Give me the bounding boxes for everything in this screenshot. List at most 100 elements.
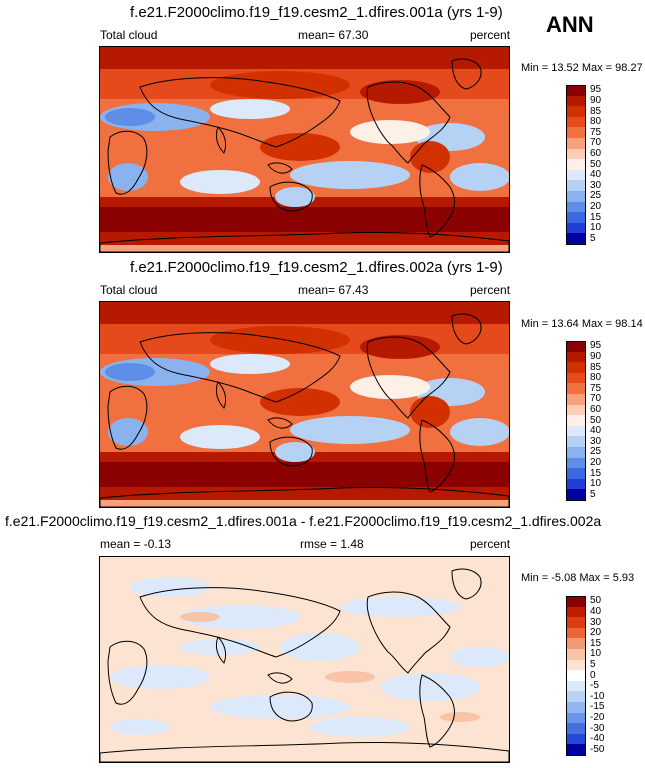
- colorbar-tick-label: 15: [590, 211, 602, 223]
- panel2-field: [100, 302, 509, 507]
- pacific-subtropic-north: [350, 120, 430, 144]
- coastline-0: [366, 336, 451, 419]
- diff-negative-region-5: [210, 695, 350, 719]
- coastline-1: [419, 419, 455, 493]
- colorbar-tick-label: 95: [590, 340, 602, 352]
- panel2-units-label: percent: [470, 283, 511, 297]
- diff-negative-region-3: [340, 597, 460, 617]
- colorbar-cell: [566, 617, 586, 628]
- arctic-band: [100, 47, 509, 69]
- colorbar-tick-label: 20: [590, 456, 602, 468]
- colorbar-cell: [566, 191, 586, 202]
- coastline-2: [451, 313, 482, 345]
- mideast-low-cloud: [210, 99, 290, 119]
- southern-ocean-core: [100, 207, 509, 232]
- siberia-high: [210, 326, 350, 354]
- sahara-core: [105, 108, 155, 126]
- colorbar-tick-label: 25: [590, 446, 602, 458]
- colorbar-tick-label: 90: [590, 94, 602, 106]
- colorbar-tick-label: 30: [590, 179, 602, 191]
- colorbar-tick-label: 85: [590, 105, 602, 117]
- diff-negative-region-10: [450, 647, 509, 667]
- panel1-field: [100, 47, 509, 252]
- colorbar-cell: [566, 489, 586, 501]
- coastline-0: [366, 81, 451, 164]
- south-pacific-subtropic: [290, 161, 410, 189]
- panel3-map: [99, 556, 510, 763]
- colorbar-cell: [566, 606, 586, 618]
- colorbar-tick-label: 10: [590, 478, 602, 490]
- colorbar-cell: [566, 712, 586, 724]
- coastline-4: [139, 77, 341, 148]
- colorbar-tick-label: 10: [590, 222, 602, 234]
- australia-low: [275, 442, 315, 462]
- panel3-minmax: Min = -5.08 Max = 5.93: [521, 572, 635, 584]
- coastline-6: [267, 162, 293, 174]
- colorbar-cell: [566, 404, 586, 416]
- colorbar-cell: [566, 733, 586, 745]
- colorbar-tick-label: 80: [590, 116, 602, 128]
- pacific-subtropic-north: [350, 375, 430, 399]
- colorbar-cell: [566, 116, 586, 128]
- south-pacific-subtropic: [290, 416, 410, 444]
- diff-negative-region-9: [180, 639, 260, 655]
- colorbar-tick-label: 15: [590, 467, 602, 479]
- diff-negative-region-4: [110, 665, 210, 689]
- panel1-map: [99, 46, 510, 253]
- diff-negative-region-7: [310, 717, 410, 737]
- maritime-continent-high: [260, 388, 340, 416]
- arctic-band: [100, 302, 509, 324]
- colorbar-cell: [566, 85, 586, 97]
- colorbar-tick-label: 85: [590, 361, 602, 373]
- colorbar-cell: [566, 201, 586, 213]
- colorbar-tick-label: 95: [590, 84, 602, 96]
- colorbar-tick-label: -15: [590, 701, 605, 713]
- coastline-1: [419, 164, 455, 238]
- colorbar-tick-label: 60: [590, 147, 602, 159]
- panel2-variable-label: Total cloud: [100, 283, 158, 297]
- panel3-rmse-label: rmse = 1.48: [300, 537, 364, 551]
- indian-ocean-subtropic: [180, 425, 260, 449]
- colorbar-cell: [566, 425, 586, 437]
- coastline-1: [419, 674, 455, 748]
- colorbar-cell: [566, 148, 586, 160]
- colorbar-cell: [566, 659, 586, 671]
- antarctic-band: [100, 500, 509, 507]
- coastline-5: [215, 126, 227, 154]
- colorbar-tick-label: 0: [590, 669, 596, 681]
- colorbar-tick-label: 70: [590, 393, 602, 405]
- colorbar-cell: [566, 702, 586, 713]
- amazon-high: [410, 141, 450, 173]
- colorbar-tick-label: 50: [590, 158, 602, 170]
- colorbar-cell: [566, 478, 586, 490]
- colorbar-cell: [566, 341, 586, 353]
- diff-negative-region-2: [280, 633, 360, 661]
- south-atlantic-subtropic: [450, 418, 509, 446]
- coastline-8: [100, 741, 509, 762]
- coastline-6: [267, 672, 293, 684]
- coastline-3: [107, 640, 148, 705]
- coastline-3: [107, 385, 148, 450]
- season-label: ANN: [546, 12, 594, 37]
- panel1-minmax: Min = 13.52 Max = 98.27: [521, 62, 643, 74]
- coastline-6: [267, 417, 293, 429]
- colorbar-tick-label: 20: [590, 200, 602, 212]
- coastline-7: [269, 181, 313, 212]
- south-africa-low: [108, 163, 148, 191]
- colorbar-tick-label: 40: [590, 425, 602, 437]
- panel2-minmax: Min = 13.64 Max = 98.14: [521, 318, 643, 330]
- colorbar-cell: [566, 691, 586, 702]
- colorbar-tick-label: 80: [590, 372, 602, 384]
- colorbar-tick-label: 90: [590, 350, 602, 362]
- sahara-core: [105, 363, 155, 381]
- australia-low: [275, 187, 315, 207]
- coastline-5: [215, 381, 227, 409]
- diff-negative-region-0: [130, 577, 210, 597]
- colorbar-cell: [566, 680, 586, 692]
- colorbar-tick-label: 40: [590, 169, 602, 181]
- panel3-field: [100, 557, 509, 762]
- colorbar-tick-label: -50: [590, 743, 605, 755]
- colorbar-tick-label: 5: [590, 658, 596, 670]
- panel2-map: [99, 301, 510, 508]
- colorbar-cell: [566, 212, 586, 223]
